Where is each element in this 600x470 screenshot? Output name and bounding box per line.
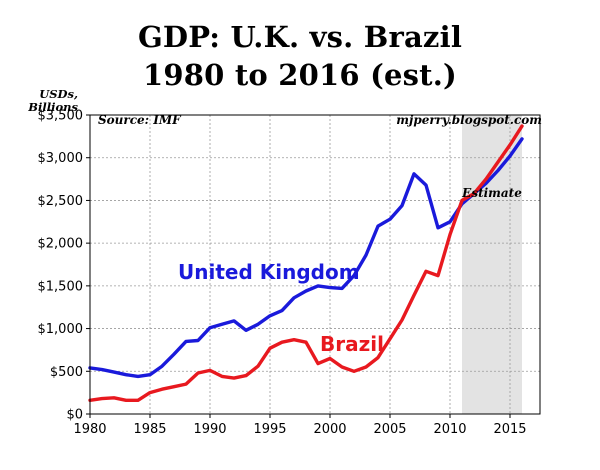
y-axis-label-line2: Billions [27,100,78,114]
series-line-brazil [88,124,524,402]
estimate-shaded-region [462,115,522,414]
y-tick-label: $3,500 [38,109,84,124]
series-label-united-kingdom: United Kingdom [178,260,360,284]
source-note: Source: IMF [98,113,182,127]
x-tick-label: 2015 [493,422,526,437]
x-tick-label: 1985 [133,422,166,437]
x-tick-label: 2010 [433,422,466,437]
chart-title-line2: 1980 to 2016 (est.) [143,58,457,92]
plot-area-frame [89,114,541,415]
axis-ticks: 1980 1985 1990 1995 2000 2005 2010 2015 $0 $500 $1… [38,109,527,438]
series-label-brazil: Brazil [320,332,384,356]
series-lines [88,124,524,402]
series-line-united-kingdom [88,137,524,379]
y-axis-label-line1: USDs, [39,87,78,101]
y-tick-label: $2,500 [38,194,84,209]
x-tick-label: 2000 [313,422,346,437]
chart-title-line1: GDP: U.K. vs. Brazil [137,20,463,54]
credit-note: mjperry.blogspot.com [396,113,542,127]
y-tick-label: $1,500 [38,279,84,294]
x-tick-label: 1990 [193,422,226,437]
y-tick-label: $0 [66,408,83,423]
x-tick-label: 1980 [73,422,106,437]
y-tick-label: $3,000 [38,151,84,166]
x-tick-label: 1995 [253,422,286,437]
y-tick-label: $2,000 [38,237,84,252]
y-tick-label: $1,000 [38,322,84,337]
estimate-label: Estimate [461,186,522,200]
y-tick-label: $500 [50,365,83,380]
x-tick-label: 2005 [373,422,406,437]
